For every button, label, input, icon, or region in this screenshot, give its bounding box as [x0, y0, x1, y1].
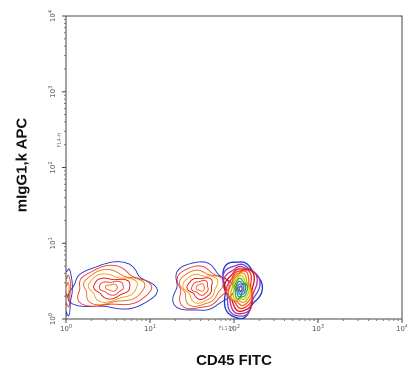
- y-axis-ticks: 100 101 102 103 104: [48, 10, 66, 325]
- x-axis-ticks: 100 101 102 103 104: [60, 319, 407, 333]
- x-tick-label: 102: [228, 324, 240, 333]
- contour-line: [230, 272, 252, 304]
- contour-line: [186, 277, 213, 300]
- contour-line: [66, 268, 73, 317]
- contour-line: [236, 283, 245, 296]
- x-tick-label: 103: [312, 324, 324, 333]
- contour-line: [191, 279, 209, 296]
- contour-line: [98, 280, 124, 296]
- y-axis-label-text: mIgG1,k APC: [13, 117, 31, 213]
- contour-line: [66, 281, 70, 299]
- y-tick-label: 100: [48, 313, 57, 325]
- contour-line: [238, 285, 243, 293]
- contour-line: [232, 274, 250, 301]
- y-tick-label: 104: [48, 10, 57, 22]
- contour-line: [227, 270, 253, 307]
- contour-line: [235, 280, 247, 298]
- x-tick-label: 101: [144, 324, 156, 333]
- y-tick-label: 103: [48, 86, 57, 98]
- contour-line: [87, 273, 138, 303]
- contour-line: [176, 265, 230, 310]
- y-tick-label: 102: [48, 161, 57, 173]
- contour-line: [223, 268, 255, 313]
- contour-line: [195, 283, 206, 292]
- contour-line: [234, 277, 249, 300]
- contour-line: [172, 261, 235, 311]
- y-channel-label: FL4-H: [57, 133, 63, 148]
- y-axis-label: mIgG1,k APC: [10, 0, 34, 330]
- x-tick-label: 100: [60, 324, 72, 333]
- contour-line: [93, 277, 131, 300]
- contour-line: [104, 283, 118, 292]
- contour-line: [77, 264, 153, 307]
- x-tick-label: 104: [396, 324, 407, 333]
- y-tick-label: 101: [48, 237, 57, 249]
- contour-line: [83, 268, 146, 306]
- contour-line: [222, 263, 261, 317]
- x-axis-label: CD45 FITC: [196, 352, 272, 369]
- x-channel-label: FL1-H: [219, 326, 234, 332]
- contour-layer: [66, 261, 264, 319]
- contour-line: [182, 273, 219, 304]
- contour-line: [178, 269, 225, 307]
- contour-line: [225, 269, 254, 310]
- contour-line: [66, 274, 72, 308]
